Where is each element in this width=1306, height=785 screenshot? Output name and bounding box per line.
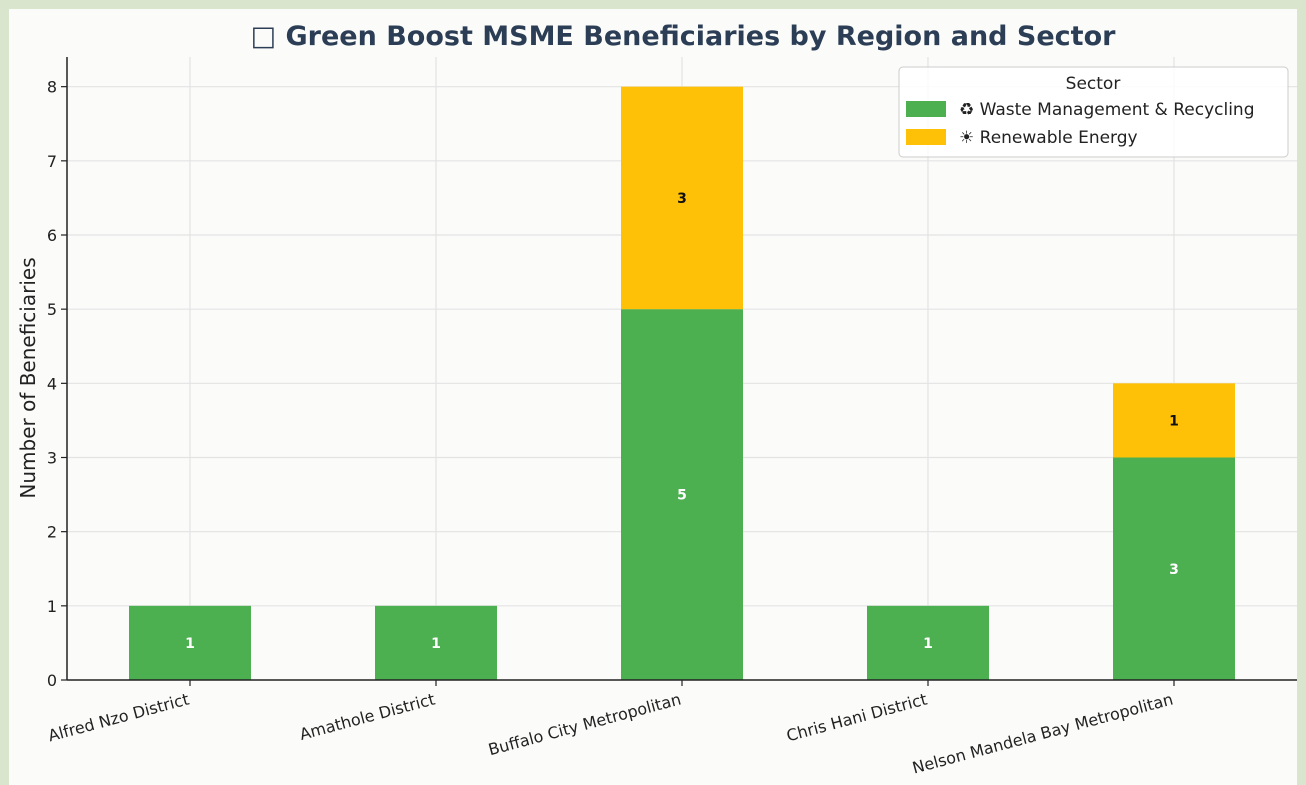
x-tick-label: Buffalo City Metropolitan (486, 690, 683, 760)
y-tick-label: 7 (47, 152, 57, 171)
data-label: 3 (677, 191, 687, 207)
legend-entry: ☀ Renewable Energy (959, 128, 1138, 148)
bar-segment (129, 605, 251, 680)
legend-entry: ♻ Waste Management & Recycling (959, 100, 1255, 120)
y-tick-label: 6 (47, 226, 57, 245)
x-tick-label: Chris Hani District (784, 690, 929, 746)
chart-canvas: 1 1 5 3 1 3 1 0 1 2 3 4 5 6 7 8 Alfred Nzo District Amat… (16, 21, 1297, 778)
data-label: 3 (1169, 562, 1179, 578)
y-tick-label: 1 (47, 597, 57, 616)
data-label: 1 (1169, 413, 1179, 429)
legend-box (898, 66, 1289, 158)
bar-segment (621, 86, 743, 310)
y-tick-label: 4 (47, 374, 57, 393)
y-tick-label: 0 (47, 671, 57, 690)
x-tick-label: Nelson Mandela Bay Metropolitan (910, 690, 1175, 778)
bar-segment (621, 309, 743, 680)
bar-segment (867, 605, 989, 680)
y-tick-label: 5 (47, 300, 57, 319)
bar-segment (1113, 383, 1235, 458)
bars: 1 1 5 3 1 3 1 (129, 86, 1235, 680)
data-label: 5 (677, 488, 687, 504)
chart-frame: 1 1 5 3 1 3 1 0 1 2 3 4 5 6 7 8 Alfred Nzo District Amat… (9, 9, 1297, 785)
y-tick-label: 2 (47, 523, 57, 542)
y-tick-label: 8 (47, 78, 57, 97)
legend-swatch (906, 129, 946, 145)
y-axis-label: Number of Beneficiaries (16, 257, 40, 498)
data-label: 1 (431, 636, 441, 652)
data-label: 1 (923, 636, 933, 652)
bar-segment (375, 605, 497, 680)
x-tick-label: Alfred Nzo District (46, 690, 191, 746)
data-label: 1 (185, 636, 195, 652)
legend-swatch (906, 101, 946, 117)
x-tick-label: Amathole District (297, 690, 437, 744)
legend-title: Sector (1066, 74, 1121, 94)
y-tick-label: 3 (47, 449, 57, 468)
legend: Sector ♻ Waste Management & Recycling ☀ R… (898, 66, 1289, 158)
bar-segment (1113, 457, 1235, 680)
chart-title: □ Green Boost MSME Beneficiaries by Regi… (251, 21, 1117, 52)
legend-items: ♻ Waste Management & Recycling ☀ Renewabl… (906, 100, 1255, 148)
